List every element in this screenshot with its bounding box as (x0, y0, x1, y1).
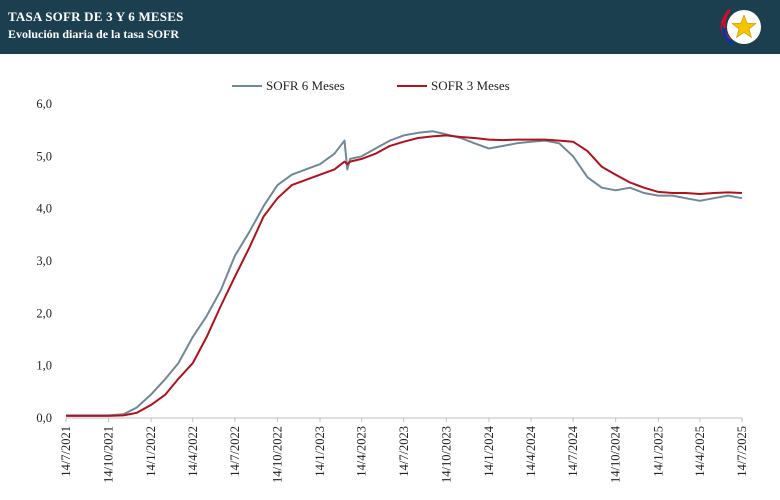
series-line-sofr-6m (66, 130, 743, 417)
chart-legend: SOFR 6 Meses SOFR 3 Meses (232, 78, 510, 93)
chart-series (66, 130, 743, 417)
x-tick-label: 14/7/2024 (566, 425, 580, 476)
x-tick-label: 14/10/2021 (102, 426, 116, 483)
header-banner: TASA SOFR DE 3 Y 6 MESES Evolución diari… (0, 0, 780, 54)
x-tick-label: 14/10/2022 (270, 426, 284, 483)
chart-subtitle: Evolución diaria de la tasa SOFR (8, 27, 180, 41)
x-tick-label: 14/1/2022 (144, 426, 158, 477)
x-tick-label: 14/1/2024 (482, 425, 496, 476)
x-tick-label: 14/10/2024 (609, 425, 623, 483)
x-tick-label: 14/4/2023 (355, 426, 369, 477)
x-tick-label: 14/7/2025 (735, 426, 749, 477)
y-tick-label: 1,0 (36, 359, 52, 373)
y-tick-label: 2,0 (36, 306, 52, 320)
x-tick-label: 14/7/2022 (228, 426, 242, 477)
y-tick-label: 0,0 (36, 411, 52, 425)
legend-label-sofr-3m: SOFR 3 Meses (431, 78, 510, 93)
x-tick-label: 14/1/2023 (313, 426, 327, 477)
y-tick-label: 5,0 (36, 149, 52, 163)
x-tick-label: 14/7/2021 (59, 426, 73, 477)
sofr-line-chart: SOFR 6 Meses SOFR 3 Meses 0,0 1,0 2,0 3,0 4,… (36, 78, 749, 483)
x-tick-label: 14/4/2022 (186, 426, 200, 477)
y-tick-label: 6,0 (36, 97, 52, 111)
x-tick-label: 14/4/2024 (524, 425, 538, 476)
paraguay-star-emblem-icon (720, 8, 761, 46)
legend-label-sofr-6m: SOFR 6 Meses (266, 78, 345, 93)
x-tick-label: 14/4/2025 (693, 426, 707, 477)
y-tick-label: 3,0 (36, 254, 52, 268)
x-tick-label: 14/10/2023 (439, 426, 453, 483)
series-line-sofr-3m (66, 134, 743, 417)
chart-title: TASA SOFR DE 3 Y 6 MESES (8, 9, 184, 24)
x-tick-label: 14/1/2025 (651, 426, 665, 477)
x-tick-label: 14/7/2023 (397, 426, 411, 477)
y-tick-label: 4,0 (36, 202, 52, 216)
chart-axes: 0,0 1,0 2,0 3,0 4,0 5,0 6,0 14/7/2021 14/10/2021… (36, 97, 749, 483)
